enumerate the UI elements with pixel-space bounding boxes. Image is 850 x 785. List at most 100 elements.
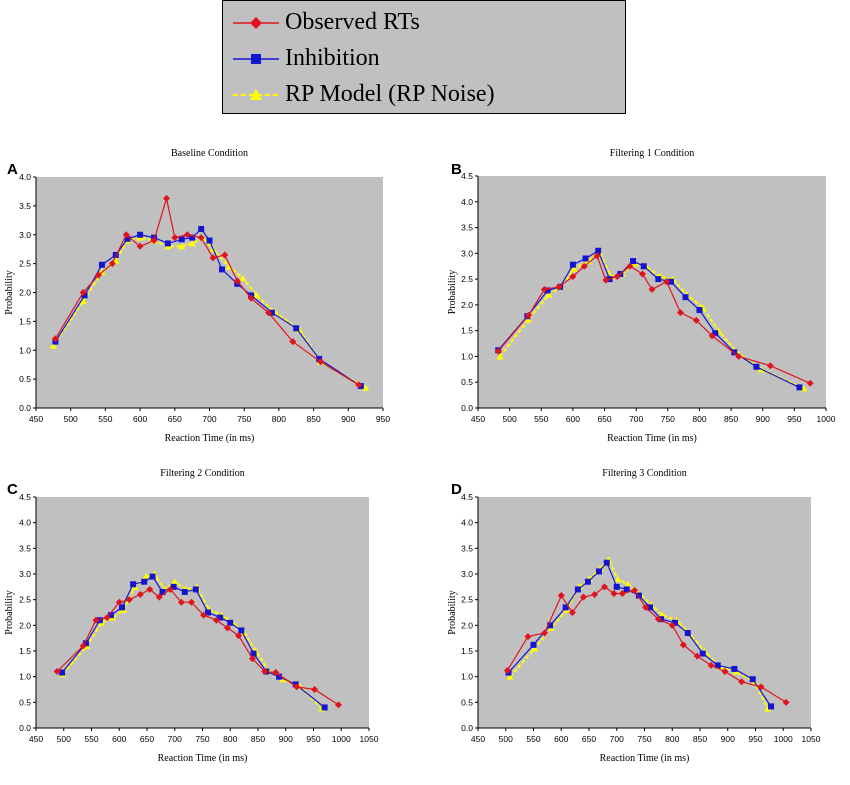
data-point-observed-rts: [146, 585, 154, 593]
y-tick-label: 0.0: [461, 403, 473, 413]
x-tick-label: 450: [471, 414, 485, 424]
x-tick-label: 1000: [817, 414, 836, 424]
x-tick-label: 450: [29, 734, 43, 744]
y-tick-label: 2.0: [19, 288, 31, 298]
data-point-observed-rts: [679, 641, 687, 649]
y-tick-label: 0.5: [19, 697, 31, 707]
data-point-observed-rts: [525, 311, 533, 319]
data-point-observed-rts: [317, 358, 325, 366]
panel-b: B 0.0 0.5 1.0 1.5 2.0 2.5 3.0 3.5 4.0 4.5 450 500 55…: [425, 140, 850, 465]
x-tick-label: 750: [195, 734, 209, 744]
data-point-rp-model-rp-noise: [178, 242, 186, 250]
data-point-observed-rts: [782, 698, 790, 706]
y-tick-label: 0.5: [461, 377, 473, 387]
data-point-observed-rts: [524, 633, 532, 641]
data-point-inhibition: [292, 681, 299, 688]
data-point-observed-rts: [233, 277, 241, 285]
data-point-rp-model-rp-noise: [496, 352, 504, 360]
panel-a: A 0.0 0.5 1.0 1.5 2.0 2.5 3.0 3.5 4.0 450 500 550 60…: [0, 140, 425, 465]
data-point-observed-rts: [642, 603, 650, 611]
y-tick-label: 3.5: [461, 223, 473, 233]
y-tick-label: 3.0: [19, 230, 31, 240]
data-point-inhibition: [530, 641, 537, 648]
data-point-observed-rts: [503, 667, 511, 675]
x-tick-label: 950: [748, 734, 762, 744]
data-point-inhibition: [731, 665, 738, 672]
data-point-observed-rts: [579, 593, 587, 601]
data-point-observed-rts: [692, 316, 700, 324]
data-point-observed-rts: [668, 621, 676, 629]
y-tick-label: 2.5: [461, 274, 473, 284]
x-tick-label: 650: [168, 414, 182, 424]
data-point-observed-rts: [223, 624, 231, 632]
data-point-inhibition: [749, 676, 756, 683]
chart-title: Baseline Condition: [171, 148, 248, 159]
data-point-inhibition: [574, 586, 581, 593]
chart-title: Filtering 2 Condition: [160, 468, 244, 479]
data-point-observed-rts: [639, 270, 647, 278]
data-point-observed-rts: [155, 593, 163, 601]
data-point-observed-rts: [92, 616, 100, 624]
data-point-inhibition: [206, 237, 213, 244]
data-point-observed-rts: [555, 283, 563, 291]
chart-a: 0.0 0.5 1.0 1.5 2.0 2.5 3.0 3.5 4.0 450 500 550 600 6…: [4, 148, 390, 444]
data-point-inhibition: [667, 278, 674, 285]
data-point-inhibition: [321, 704, 328, 711]
data-point-observed-rts: [540, 285, 548, 293]
data-point-observed-rts: [115, 598, 123, 606]
y-tick-label: 3.0: [461, 248, 473, 258]
data-point-observed-rts: [264, 309, 272, 317]
x-tick-label: 900: [721, 734, 735, 744]
data-point-observed-rts: [676, 309, 684, 317]
data-point-rp-model-rp-noise: [79, 297, 87, 305]
data-point-observed-rts: [162, 194, 170, 202]
data-point-observed-rts: [79, 289, 87, 296]
x-tick-label: 950: [306, 734, 320, 744]
data-point-inhibition: [672, 619, 679, 626]
data-point-observed-rts: [591, 591, 599, 599]
y-tick-label: 1.5: [19, 316, 31, 326]
data-point-inhibition: [170, 583, 177, 590]
x-axis-label: Reaction Time (in ms): [607, 433, 697, 444]
data-point-observed-rts: [654, 615, 662, 623]
chart-title: Filtering 1 Condition: [610, 148, 694, 159]
x-tick-label: 450: [471, 734, 485, 744]
y-tick-label: 2.5: [19, 259, 31, 269]
data-point-inhibition: [198, 225, 205, 232]
data-point-inhibition: [630, 258, 637, 265]
data-point-inhibition: [796, 384, 803, 391]
data-point-observed-rts: [557, 592, 565, 600]
x-tick-label: 500: [503, 414, 517, 424]
y-tick-label: 0.0: [19, 403, 31, 413]
x-tick-label: 1000: [332, 734, 351, 744]
data-point-observed-rts: [221, 251, 229, 259]
x-tick-label: 850: [693, 734, 707, 744]
data-point-observed-rts: [177, 598, 185, 606]
data-point-observed-rts: [721, 668, 729, 676]
y-tick-label: 4.5: [461, 492, 473, 502]
data-point-inhibition: [141, 578, 148, 585]
data-point-inhibition: [562, 604, 569, 611]
data-point-inhibition: [699, 650, 706, 657]
x-tick-label: 550: [84, 734, 98, 744]
data-point-observed-rts: [261, 668, 269, 676]
data-point-observed-rts: [580, 262, 588, 270]
y-tick-label: 4.0: [19, 518, 31, 528]
data-point-observed-rts: [248, 655, 256, 663]
data-point-inhibition: [316, 355, 323, 362]
x-tick-label: 550: [526, 734, 540, 744]
data-point-inhibition: [178, 236, 185, 243]
data-point-observed-rts: [626, 262, 634, 270]
data-point-observed-rts: [187, 598, 195, 606]
y-tick-label: 2.0: [19, 620, 31, 630]
panel-letter: A: [7, 161, 18, 178]
x-tick-label: 700: [168, 734, 182, 744]
data-point-observed-rts: [79, 642, 87, 650]
data-point-inhibition: [227, 619, 234, 626]
data-point-observed-rts: [593, 252, 601, 260]
data-point-observed-rts: [494, 347, 502, 355]
data-point-observed-rts: [136, 591, 144, 599]
data-point-observed-rts: [272, 669, 280, 677]
data-point-rp-model-rp-noise: [545, 291, 553, 298]
y-axis-label: Probability: [4, 270, 15, 314]
